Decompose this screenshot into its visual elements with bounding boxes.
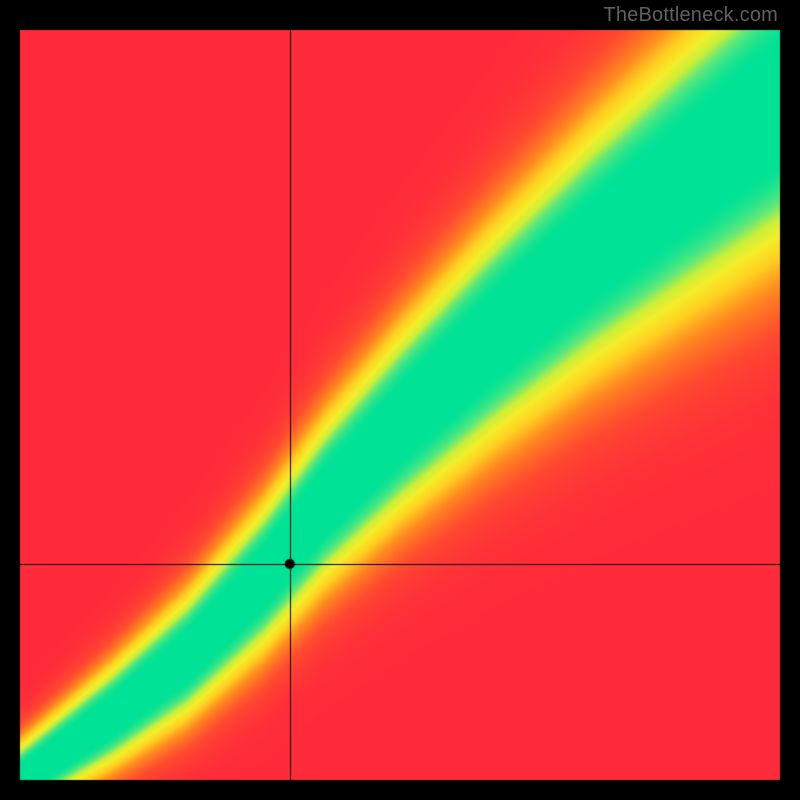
watermark-text: TheBottleneck.com — [603, 4, 778, 27]
heatmap-canvas — [0, 0, 800, 800]
chart-container: TheBottleneck.com — [0, 0, 800, 800]
